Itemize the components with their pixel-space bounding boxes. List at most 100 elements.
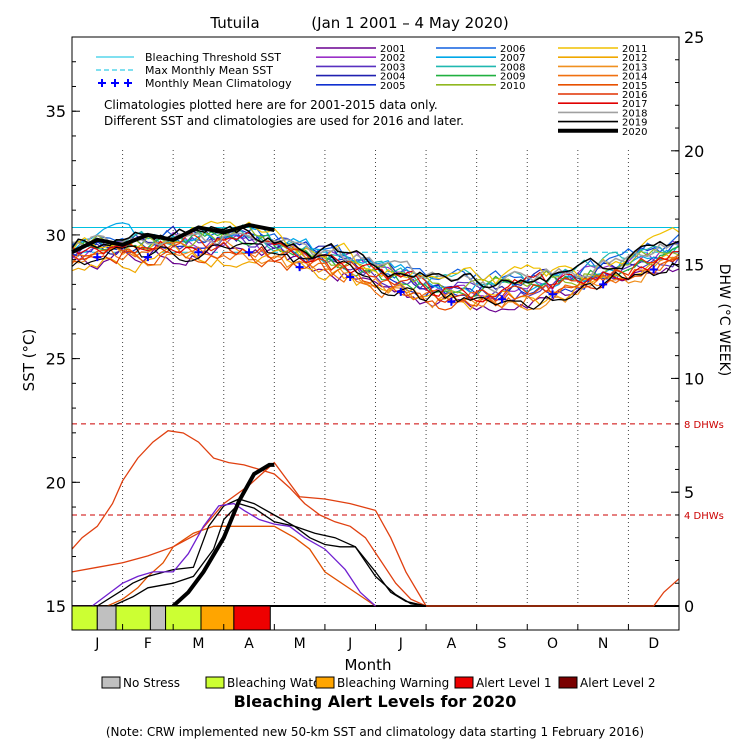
x-tick-label: J [94,636,99,652]
dhw-series [71,430,680,608]
sst-line-2017 [71,231,680,303]
chart-date-range: (Jan 1 2001 – 4 May 2020) [311,14,508,32]
y-right-tick-label: 15 [684,256,704,275]
alert-legend-swatch [101,676,121,689]
alert-strip-segment [71,605,98,631]
alert-legend-label: Alert Level 2 [580,676,656,690]
dhw-line-2017 [71,461,427,607]
x-tick-label: A [447,636,457,652]
legend-year-label: 2007 [500,53,525,64]
legend-swatch [111,79,119,87]
alert-strip [71,605,271,631]
y-left-tick-label: 20 [46,473,66,492]
climatology-marker [245,248,254,257]
legend-year-label: 2006 [500,44,525,55]
chart-note: Different SST and climatologies are used… [104,114,464,128]
legend-year-label: 2020 [622,127,647,138]
y-axis-right-label: DHW (°C WEEK) [716,264,732,376]
dhw-reference-label: 4 DHWs [684,511,724,522]
x-axis-label: Month [344,656,391,674]
legend-swatch [98,79,106,87]
x-tick-label: M [294,636,306,652]
sst-line-2019-overlay [71,225,680,289]
legend-year-label: 2004 [380,72,405,83]
x-tick-label: S [498,636,507,652]
y-left-tick-label: 35 [46,102,66,121]
dhw-line-2019 [72,498,427,607]
dhw-reference-label: 8 DHWs [684,420,724,431]
x-tick-label: M [192,636,204,652]
reference-lines: 8 DHWs 4 DHWs [72,226,724,522]
climatology-marker [396,287,405,296]
dhw-line-2020 [171,462,275,608]
dhw-line-2019b [72,502,427,607]
x-tick-label: J [398,636,403,652]
legend-swatch [124,79,132,87]
legend-year-label: 2002 [380,53,405,64]
y-right-tick-label: 25 [684,28,704,47]
axes: 15 20 25 30 35 0 5 10 15 20 25 J F M A M J J A S O N D [46,28,705,652]
legend-year-label: 2009 [500,72,525,83]
legend-year-label: 2018 [622,108,647,119]
y-left-tick-label: 15 [46,597,66,616]
y-right-tick-label: 0 [684,597,694,616]
dhw-line-2015 [72,525,376,607]
x-tick-label: J [347,636,352,652]
y-right-tick-label: 20 [684,142,704,161]
climatology-marker [194,248,203,257]
chart-title: Tutuila [209,14,259,32]
alert-level-legend: No Stress Bleaching Watch Bleaching Warnin… [101,676,656,690]
x-tick-label: F [144,636,152,652]
alert-legend-label: No Stress [123,676,180,690]
legend-year-label: 2019 [622,118,647,129]
alert-levels-title: Bleaching Alert Levels for 2020 [234,692,517,711]
legend-year-label: 2008 [500,62,525,73]
dhw-line-2016 [71,430,680,607]
y-right-tick-label: 10 [684,369,704,388]
alert-strip-segment [233,605,271,631]
climatology-marker [295,263,304,272]
legend-year-label: 2016 [622,90,647,101]
climatology-marker [346,272,355,281]
legend-year-label: 2017 [622,99,647,110]
alert-strip-segment [165,605,202,631]
x-tick-label: A [244,636,254,652]
legend-year-label: 2015 [622,81,647,92]
legend-year-label: 2001 [380,44,405,55]
alert-legend-swatch [315,676,335,689]
legend-year-label: 2003 [380,62,405,73]
legend-year-label: 2010 [500,81,525,92]
y-left-tick-label: 30 [46,226,66,245]
chart-note: Climatologies plotted here are for 2001-… [104,98,438,112]
legend-year-label: 2011 [622,44,647,55]
climatology-markers [93,248,658,306]
legend-year-label: 2014 [622,72,647,83]
climatology-marker [548,290,557,299]
x-tick-label: D [648,636,659,652]
sst-line-2019 [71,242,680,310]
sst-series [71,220,680,313]
alert-strip-segment [96,605,117,631]
legend-year-label: 2012 [622,53,647,64]
y-right-tick-label: 5 [684,483,694,502]
legend-year-label: 2013 [622,62,647,73]
alert-legend-label: Bleaching Warning [337,676,449,690]
climatology-marker [143,253,152,262]
climatology-marker [447,297,456,306]
climatology-marker [93,253,102,262]
sst-line-2014 [71,241,680,309]
legend-label: Monthly Mean Climatology [145,77,292,90]
legend-year-label: 2005 [380,81,405,92]
alert-strip-segment [200,605,235,631]
footnote: (Note: CRW implemented new 50-km SST and… [106,725,644,739]
legend-label: Max Monthly Mean SST [145,64,273,77]
climatology-marker [599,280,608,289]
alert-legend-label: Bleaching Watch [227,676,327,690]
alert-legend-swatch [454,676,474,689]
x-tick-label: O [547,636,558,652]
alert-legend-swatch [205,676,225,689]
legend-label: Bleaching Threshold SST [145,51,281,64]
climatology-marker [497,295,506,304]
